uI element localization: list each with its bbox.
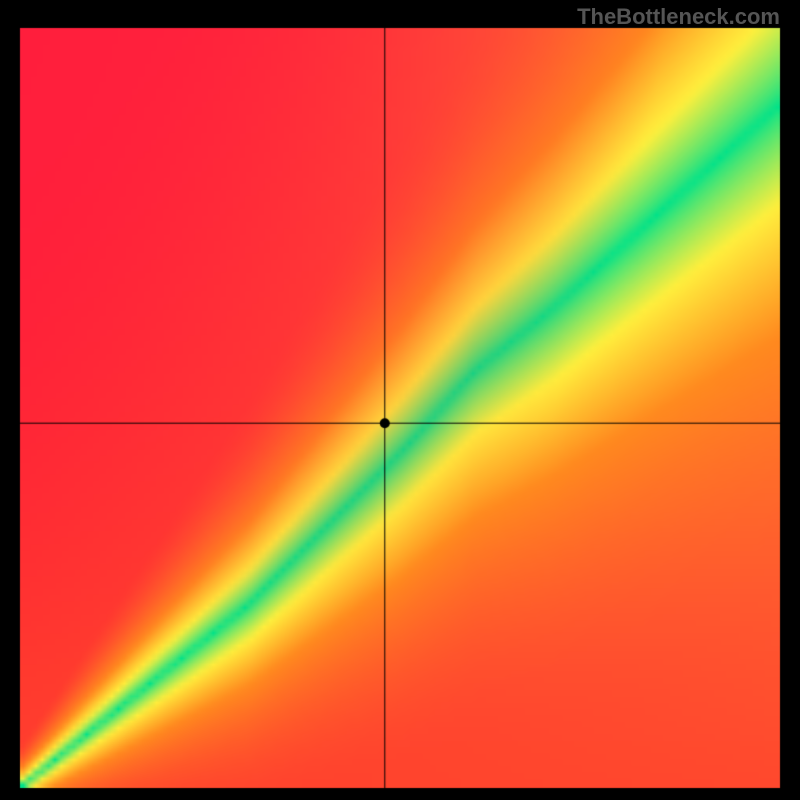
heatmap-canvas — [0, 0, 800, 800]
chart-container: TheBottleneck.com — [0, 0, 800, 800]
watermark-label: TheBottleneck.com — [577, 4, 780, 30]
